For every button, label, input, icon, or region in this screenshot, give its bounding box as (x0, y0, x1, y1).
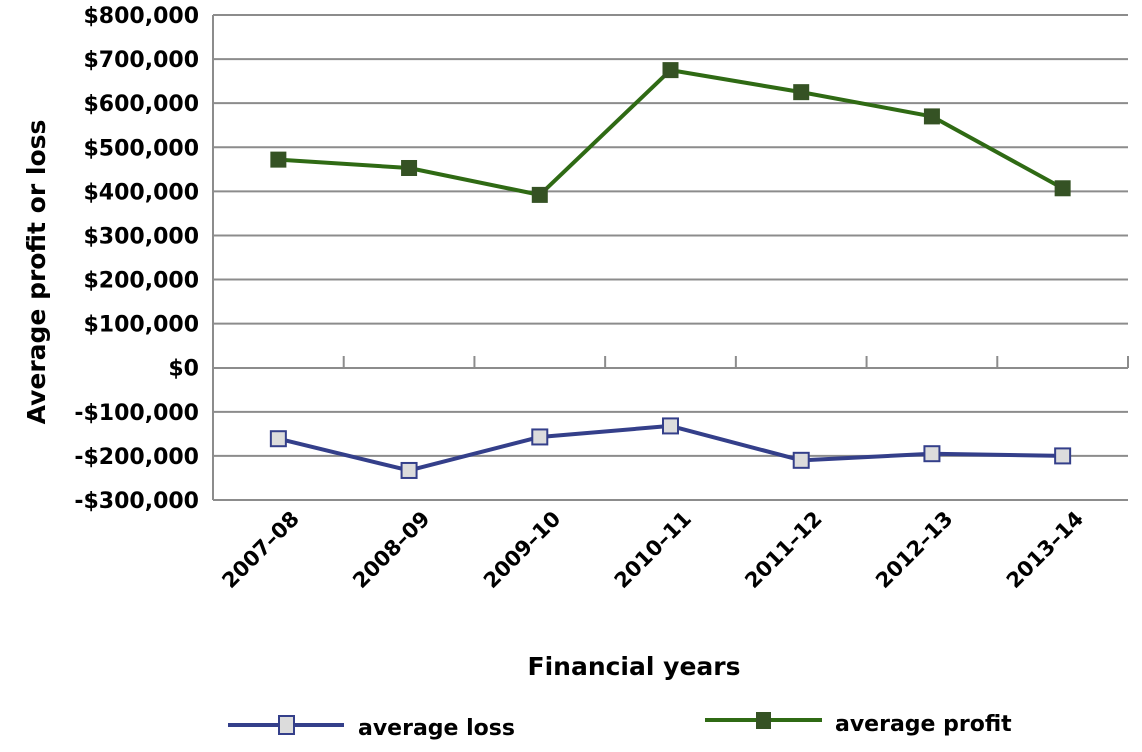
y-tick-label: $300,000 (83, 224, 199, 249)
data-point-average-profit (531, 186, 548, 203)
legend-item-average-profit: average profit (705, 712, 1012, 737)
x-category-label: 2009–10 (479, 507, 565, 593)
data-point-average-loss (923, 445, 941, 463)
x-category-label: 2011–12 (740, 507, 826, 593)
x-category-label: 2008–09 (348, 507, 434, 593)
series-lines (269, 62, 1072, 479)
legend-label-average-loss: average loss (358, 716, 515, 741)
data-point-average-loss (792, 451, 810, 469)
y-tick-label: $400,000 (83, 180, 199, 205)
y-tick-label: $0 (168, 357, 199, 382)
data-point-average-profit (923, 108, 940, 125)
legend-item-average-loss: average loss (228, 715, 515, 741)
y-tick-label: $100,000 (83, 313, 199, 338)
data-point-average-profit (662, 62, 679, 79)
x-axis-category-labels: 2007–08 2008–09 2009–10 2010–11 2011–12 2012–… (218, 507, 1089, 593)
legend-profit-marker-icon (756, 712, 771, 729)
y-tick-label: $200,000 (83, 269, 199, 294)
y-tick-label: -$100,000 (74, 401, 199, 426)
data-point-average-profit (1054, 180, 1071, 197)
y-tick-label: $700,000 (83, 48, 199, 73)
legend-label-average-profit: average profit (835, 712, 1012, 737)
legend-loss-marker-icon (278, 715, 295, 735)
data-point-average-profit (270, 151, 287, 168)
data-point-average-loss (269, 430, 287, 448)
x-category-label: 2007–08 (218, 507, 304, 593)
y-tick-label: -$300,000 (74, 489, 199, 514)
data-point-average-loss (1054, 447, 1072, 465)
x-axis (212, 356, 1129, 369)
series-line-average-profit (278, 68, 1064, 197)
x-category-label: 2013–14 (1002, 507, 1088, 593)
y-tick-label: $800,000 (83, 4, 199, 29)
x-category-label: 2012–13 (871, 507, 957, 593)
y-axis-title: Average profit or loss (22, 120, 51, 425)
y-tick-label: $500,000 (83, 136, 199, 161)
data-point-average-loss (531, 428, 549, 446)
data-point-average-profit (401, 159, 418, 176)
data-point-average-profit (793, 84, 810, 101)
x-category-label: 2010–11 (610, 507, 696, 593)
y-axis-tick-labels: $800,000 $700,000 $600,000 $500,000 $400,000… (74, 4, 199, 514)
x-axis-title: Financial years (528, 652, 741, 681)
y-tick-label: -$200,000 (74, 445, 199, 470)
legend: average loss average profit (228, 712, 1012, 741)
gridlines (212, 14, 1128, 501)
y-tick-label: $600,000 (83, 92, 199, 117)
data-point-average-loss (662, 417, 679, 435)
data-point-average-loss (400, 461, 418, 479)
